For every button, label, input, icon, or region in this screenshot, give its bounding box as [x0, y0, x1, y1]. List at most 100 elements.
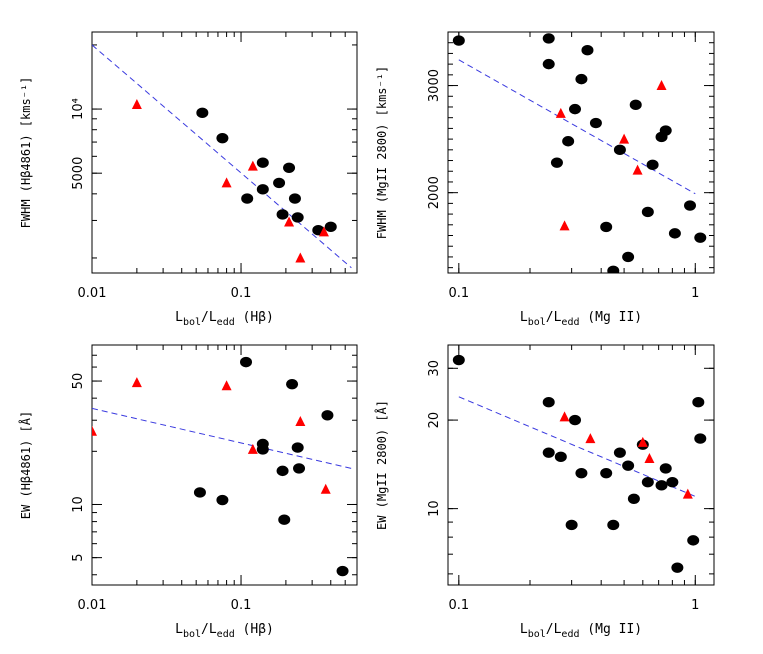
data-point-circle: [542, 397, 555, 408]
y-tick-label: 10⁴: [71, 98, 86, 120]
x-tick-label: 1: [691, 598, 699, 613]
data-point-triangle: [632, 164, 643, 175]
data-point-circle: [565, 519, 578, 531]
data-point-circle: [613, 447, 626, 458]
data-point-circle: [216, 132, 229, 144]
data-point-triangle: [92, 425, 97, 436]
y-tick-label: 5: [71, 554, 86, 562]
data-point-circle: [276, 465, 289, 477]
data-point-circle: [575, 73, 588, 85]
data-point-circle: [607, 519, 620, 531]
data-point-circle: [671, 562, 684, 573]
plot-area: [452, 354, 707, 573]
x-tick-label: 0.1: [231, 598, 252, 613]
data-point-circle: [256, 184, 269, 195]
data-point-triangle: [284, 216, 295, 227]
plot-area: [92, 356, 352, 577]
data-point-circle: [641, 476, 654, 488]
y-axis-label: FWHM (MgII 2800) [kms⁻¹]: [375, 66, 389, 239]
data-point-triangle: [559, 220, 570, 231]
y-tick-label: 20: [427, 412, 442, 429]
data-point-circle: [668, 228, 681, 239]
data-point-circle: [452, 35, 465, 46]
data-point-circle: [321, 410, 334, 421]
data-point-circle: [655, 480, 668, 491]
panel-fwhm-hbeta: 0.01 0.1 5000 10⁴ Lbol/Ledd (Hβ) FWHM (Hβ4861…: [19, 31, 358, 328]
plot-area: [92, 44, 352, 269]
data-point-triangle: [656, 80, 667, 91]
data-point-triangle: [295, 416, 306, 427]
data-point-triangle: [221, 177, 232, 188]
data-point-circle: [291, 442, 304, 453]
data-point-circle: [694, 232, 707, 243]
data-point-circle: [684, 200, 697, 211]
data-point-circle: [196, 107, 209, 119]
data-point-triangle: [637, 436, 648, 447]
data-point-circle: [569, 414, 582, 426]
data-point-circle: [607, 265, 620, 273]
data-point-circle: [575, 467, 588, 479]
data-point-circle: [542, 33, 555, 44]
data-point-circle: [600, 467, 613, 479]
data-point-circle: [283, 162, 296, 173]
y-tick-label: 3000: [427, 69, 442, 102]
data-point-circle: [622, 460, 635, 471]
data-point-circle: [550, 157, 563, 168]
y-tick-label: 50: [71, 373, 86, 390]
y-tick-label: 10: [71, 496, 86, 513]
y-axis-label: EW (MgII 2800) [Å]: [374, 400, 389, 530]
x-axis-label: Lbol/Ledd (Hβ): [175, 622, 274, 640]
x-axis-label: Lbol/Ledd (Hβ): [175, 310, 274, 328]
data-point-triangle: [619, 133, 630, 144]
data-point-circle: [581, 45, 594, 56]
data-point-triangle: [644, 453, 655, 464]
x-tick-label: 0.1: [231, 286, 252, 301]
panel-fwhm-mgii: 0.1 1 2000 3000 Lbol/Ledd (Mg II) FWHM (MgII …: [375, 31, 715, 328]
data-point-triangle: [247, 160, 258, 171]
data-point-circle: [278, 514, 291, 525]
data-point-circle: [193, 487, 206, 498]
data-point-circle: [627, 493, 640, 504]
y-axis-label: FWHM (Hβ4861) [kms⁻¹]: [19, 77, 33, 229]
y-axis-label: EW (Hβ4861) [Å]: [18, 411, 33, 519]
x-axis-label: Lbol/Ledd (Mg II): [520, 310, 642, 328]
x-tick-label: 0.01: [78, 598, 107, 613]
data-point-circle: [666, 476, 679, 488]
data-point-triangle: [555, 107, 566, 118]
data-point-circle: [273, 177, 286, 189]
data-point-circle: [659, 125, 672, 136]
data-point-triangle: [559, 411, 570, 422]
x-axis-label: Lbol/Ledd (Mg II): [520, 622, 642, 640]
data-point-circle: [452, 354, 465, 366]
plot-frame: [91, 31, 358, 274]
data-point-circle: [256, 157, 269, 168]
data-point-circle: [256, 444, 269, 455]
y-tick-label: 5000: [71, 157, 86, 190]
data-point-circle: [692, 397, 705, 408]
data-point-circle: [288, 193, 301, 204]
data-point-circle: [569, 103, 582, 115]
data-point-circle: [554, 451, 567, 463]
y-tick-label: 2000: [427, 176, 442, 209]
fit-line: [92, 44, 352, 269]
data-point-circle: [336, 565, 349, 577]
data-point-circle: [286, 378, 299, 390]
data-point-circle: [542, 447, 555, 458]
x-tick-label: 1: [691, 286, 699, 301]
data-point-circle: [646, 159, 659, 171]
data-point-triangle: [247, 443, 258, 454]
plot-frame: [91, 344, 358, 586]
data-point-circle: [687, 535, 700, 546]
data-point-circle: [241, 193, 254, 204]
x-tick-label: 0.01: [78, 286, 107, 301]
data-point-circle: [622, 251, 635, 263]
data-point-triangle: [221, 380, 232, 391]
data-point-circle: [659, 463, 672, 474]
data-point-triangle: [585, 433, 596, 444]
plot-area: [452, 33, 707, 273]
panel-ew-hbeta: 0.01 0.1 5 10 50 Lbol/Ledd (Hβ) EW (Hβ4861) [Å…: [18, 344, 358, 640]
data-point-circle: [589, 117, 602, 129]
panel-ew-mgii: 0.1 1 10 20 30 Lbol/Ledd (Mg II) EW (MgII 2800…: [374, 344, 715, 640]
fit-line: [458, 396, 696, 497]
